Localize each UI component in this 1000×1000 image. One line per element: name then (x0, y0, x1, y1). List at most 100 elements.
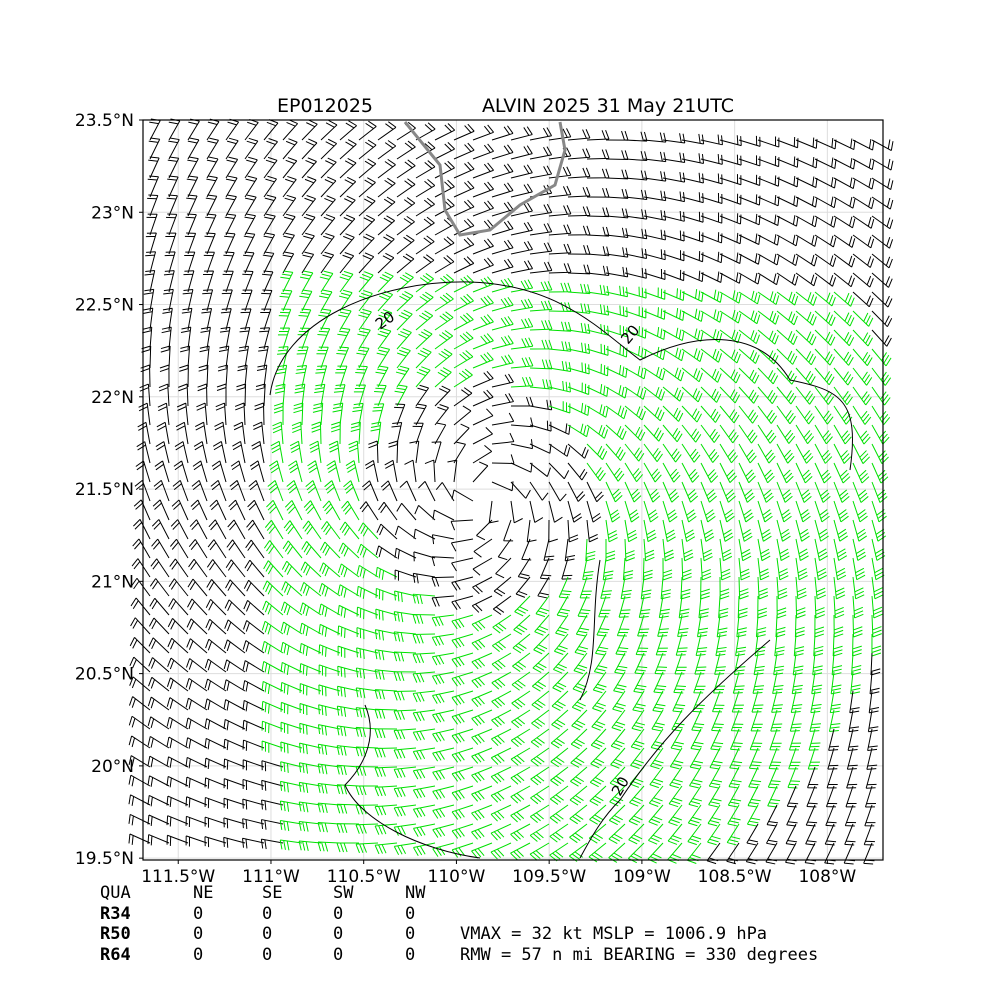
wind-barb (203, 270, 215, 293)
wind-barb (776, 137, 799, 149)
wind-barb (814, 215, 837, 228)
wind-barb (814, 386, 835, 405)
wind-barb (320, 157, 337, 179)
wind-barb (713, 671, 726, 694)
wind-barb (418, 481, 436, 502)
wind-barb (181, 307, 193, 331)
wind-barb (736, 614, 747, 638)
wind-barb (776, 215, 799, 227)
wind-barb (531, 671, 550, 692)
wind-barb (814, 367, 835, 386)
wind-barb (434, 142, 455, 160)
x-tick-label: 110.5°W (327, 867, 401, 887)
wind-barb (215, 402, 227, 426)
wind-barb (451, 709, 474, 725)
wind-barb (687, 804, 702, 827)
wind-barb (412, 614, 436, 624)
wind-barb (795, 215, 818, 228)
wind-barb (412, 728, 436, 741)
wind-barb (355, 785, 379, 796)
table-cell: 0 (193, 924, 203, 944)
wind-barb (643, 481, 661, 503)
wind-barb (757, 348, 779, 365)
wind-barb (415, 254, 435, 274)
wind-barb (833, 500, 849, 523)
wind-barb (643, 190, 667, 202)
wind-barb (529, 320, 553, 331)
wind-barb (245, 539, 265, 559)
x-tick-label: 109°W (613, 867, 671, 887)
wind-barb (415, 216, 435, 236)
wind-barb (529, 500, 544, 523)
wind-barb (261, 700, 284, 714)
wind-barb (789, 728, 802, 751)
wind-barb (586, 363, 609, 377)
wind-barb (510, 842, 531, 861)
wind-barb (317, 802, 341, 814)
wind-barb (319, 562, 341, 578)
wind-barb (129, 676, 151, 692)
wind-barb (871, 443, 889, 465)
wind-barb (225, 579, 246, 597)
wind-barb (142, 307, 154, 331)
wind-barb (431, 652, 455, 666)
wind-barb (648, 823, 664, 845)
wind-barb (731, 690, 744, 713)
wind-barb (863, 823, 875, 846)
wind-barb (586, 500, 602, 523)
wind-barb (700, 192, 723, 205)
wind-barb (852, 177, 875, 190)
wind-barb (261, 760, 284, 772)
wind-barb (730, 709, 744, 732)
wind-barb (453, 293, 474, 312)
wind-barb (733, 652, 746, 676)
wind-barb (669, 747, 684, 770)
wind-barb (281, 560, 303, 578)
wind-barb (719, 193, 742, 205)
wind-barb (833, 215, 856, 229)
wind-barb (795, 348, 817, 366)
wind-barb (792, 652, 804, 676)
wind-barb (605, 538, 616, 562)
wind-barb (700, 500, 716, 523)
wind-barb (377, 290, 394, 312)
wind-barb (311, 421, 322, 445)
wind-barb (277, 327, 291, 350)
wind-barb (738, 155, 761, 167)
wind-barb (864, 785, 876, 808)
wind-barb (244, 175, 258, 198)
contour-line (579, 639, 771, 859)
wind-barb (537, 576, 550, 599)
wind-barb (237, 364, 248, 388)
wind-barb (814, 443, 833, 464)
wind-barb (530, 728, 550, 748)
wind-barb (712, 690, 725, 713)
wind-barb (415, 329, 433, 350)
wind-barb (491, 671, 512, 690)
coastline (403, 121, 567, 237)
wind-barb (206, 579, 227, 597)
wind-barb (301, 176, 317, 198)
wind-barb (280, 681, 303, 695)
wind-barb (394, 547, 417, 560)
wind-barb (431, 534, 455, 545)
wind-barb (338, 289, 353, 312)
wind-barb (852, 348, 873, 367)
wind-barb (709, 747, 723, 770)
wind-barb (242, 837, 265, 849)
wind-barb (574, 633, 589, 656)
wind-barb (412, 747, 436, 761)
wind-barb (738, 519, 753, 542)
wind-barb (393, 728, 417, 740)
wind-barb (264, 519, 284, 540)
wind-barb (472, 124, 495, 141)
wind-barb (776, 386, 797, 405)
wind-barb (337, 645, 360, 658)
wind-barb (358, 214, 376, 236)
wind-barb (490, 804, 512, 822)
wind-barb (259, 327, 271, 350)
wind-barb (263, 232, 276, 255)
wind-barb (624, 424, 646, 441)
wind-barb (164, 251, 176, 274)
wind-barb (788, 747, 801, 770)
